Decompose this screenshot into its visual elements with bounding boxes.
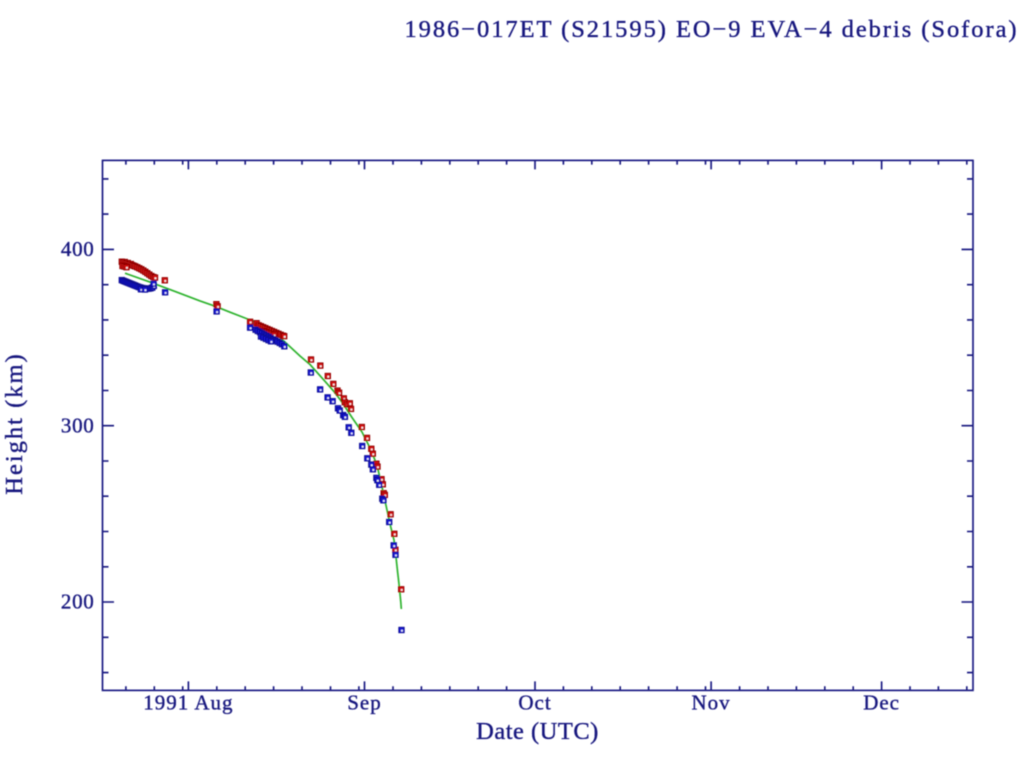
svg-text:Sep: Sep: [347, 691, 382, 715]
svg-text:400: 400: [61, 237, 95, 261]
svg-text:Date (UTC): Date (UTC): [476, 718, 599, 745]
svg-text:1986−017ET (S21595) EO−9 EVA−4: 1986−017ET (S21595) EO−9 EVA−4 debris (S…: [404, 16, 1018, 43]
svg-text:Height (km): Height (km): [1, 352, 28, 494]
svg-text:300: 300: [61, 413, 95, 437]
svg-text:Oct: Oct: [518, 691, 551, 715]
svg-text:1991 Aug: 1991 Aug: [143, 691, 233, 715]
svg-text:Nov: Nov: [692, 691, 731, 715]
svg-text:Dec: Dec: [863, 691, 900, 715]
svg-text:200: 200: [61, 590, 95, 614]
